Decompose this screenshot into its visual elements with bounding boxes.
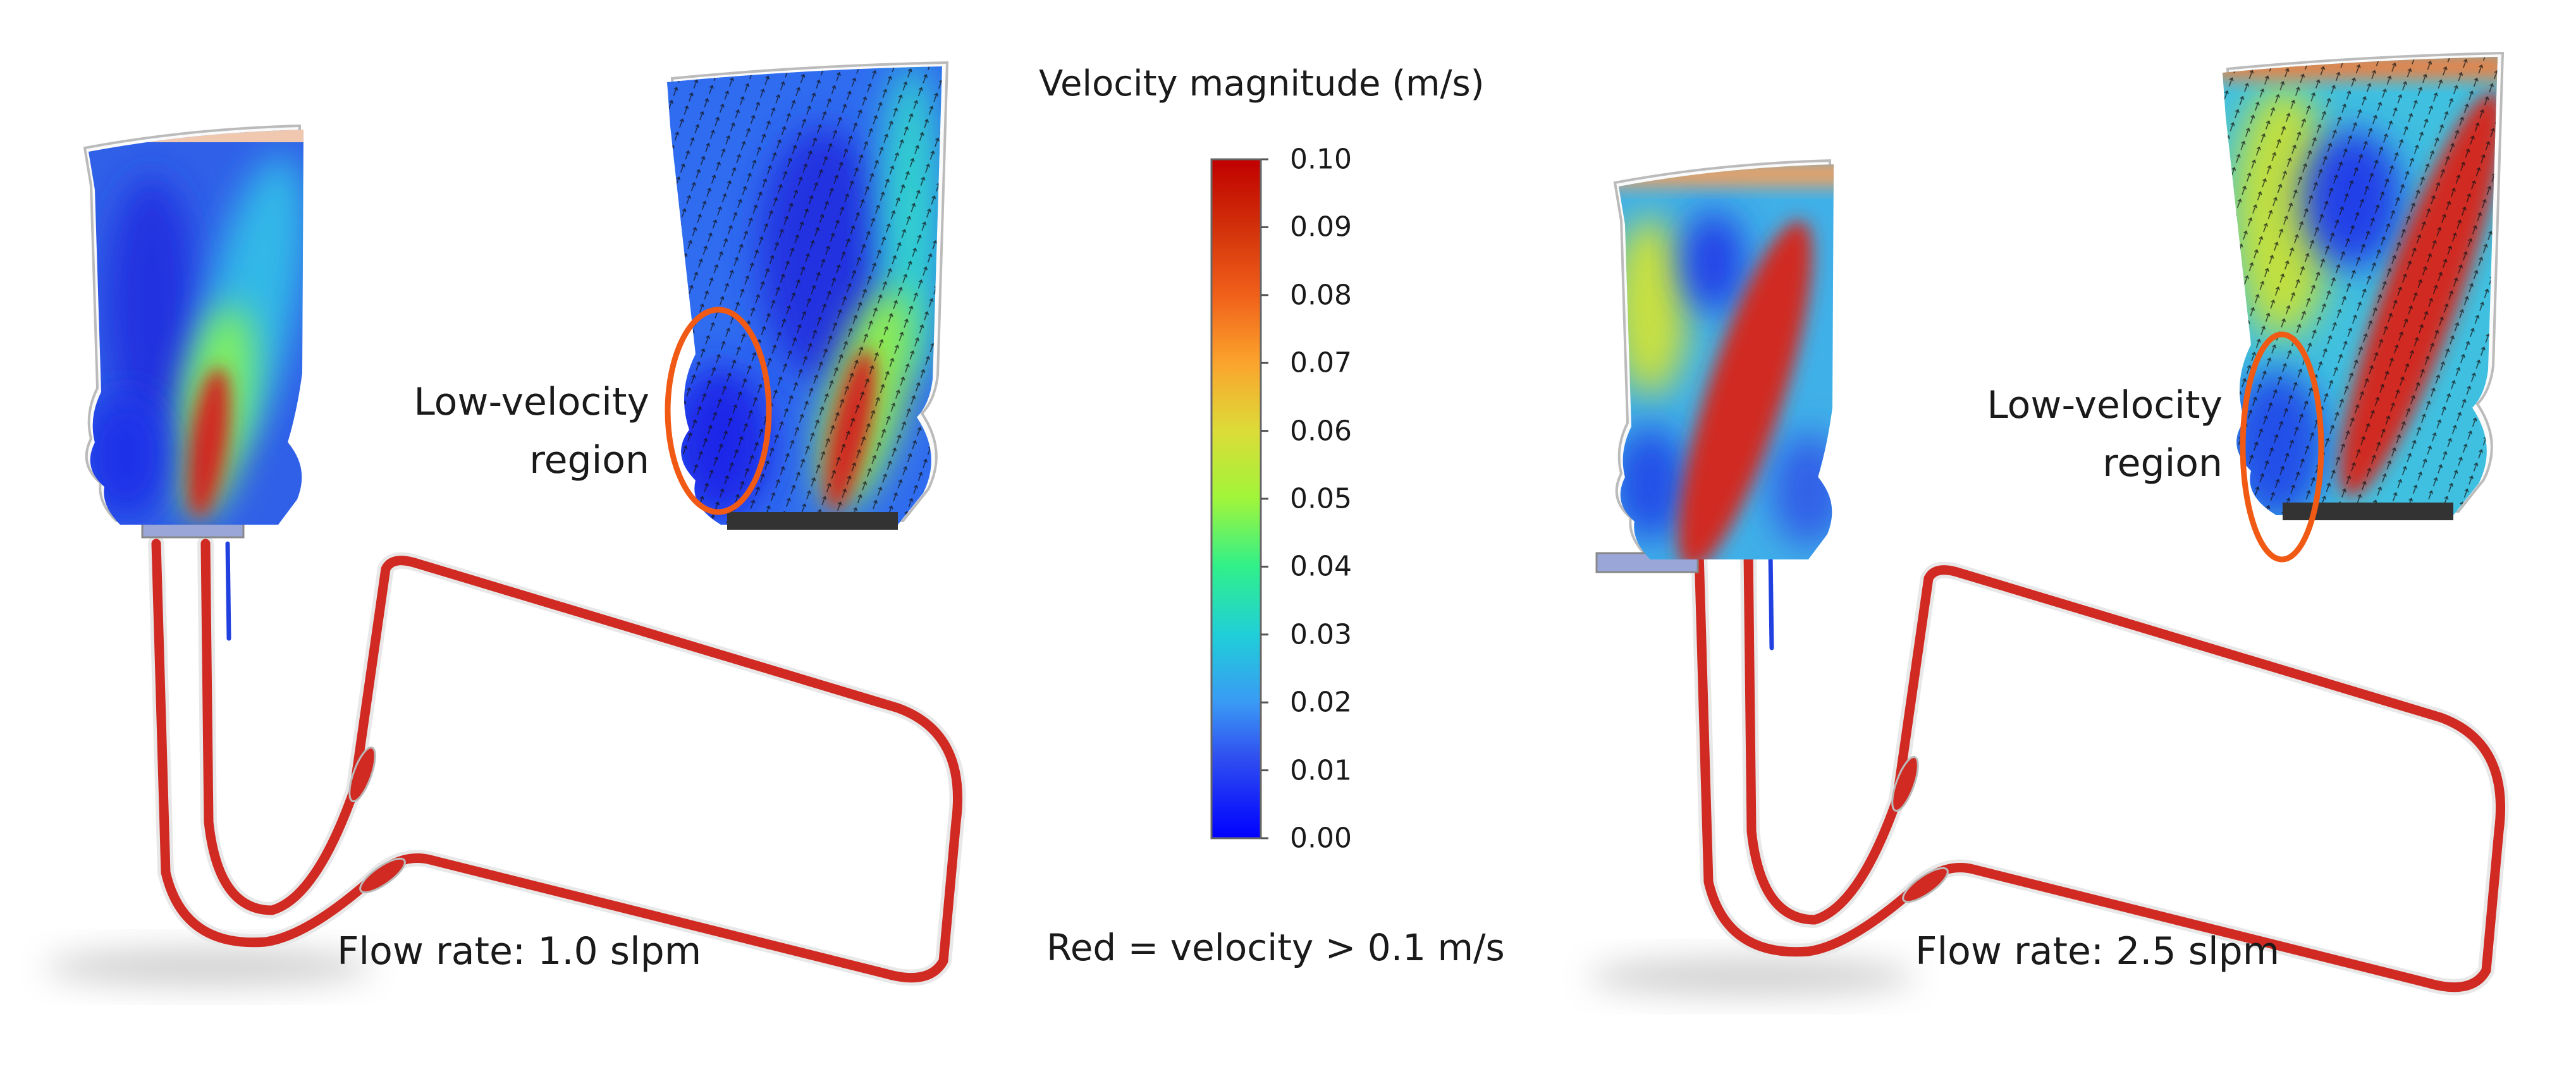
flow-rate-label-2: Flow rate: 2.5 slpm <box>1915 929 2280 973</box>
floor-shadow <box>1587 958 1916 996</box>
colorbar-tick-marks <box>1261 158 1268 839</box>
low-velocity-highlight-ellipse <box>665 307 772 515</box>
colorbar-tick-label: 0.01 <box>1290 754 1352 787</box>
colorbar-gradient <box>1210 158 1262 839</box>
low-velocity-label-1: Low-velocity region <box>414 373 649 489</box>
bag-port <box>2283 503 2453 520</box>
colorbar-tick-label: 0.02 <box>1290 686 1352 719</box>
colorbar-tick-label: 0.06 <box>1290 415 1352 448</box>
colorbar-title: Velocity magnitude (m/s) <box>1039 63 1485 104</box>
colorbar <box>1210 158 1268 839</box>
floor-shadow <box>44 948 373 986</box>
colorbar-tick-label: 0.00 <box>1290 822 1352 855</box>
annotation-line: Low-velocity <box>414 380 649 424</box>
colorbar-tick-label: 0.07 <box>1290 346 1352 379</box>
annotation-line: Low-velocity <box>1987 383 2223 427</box>
low-velocity-label-2: Low-velocity region <box>1987 376 2223 492</box>
bag-vector-view <box>2223 52 2504 520</box>
colorbar-tick-label: 0.09 <box>1290 211 1352 243</box>
colorbar-tick-label: 0.05 <box>1290 482 1352 515</box>
annotation-line: region <box>2102 441 2223 485</box>
panel-2 <box>1587 52 2531 996</box>
flow-rate-label-1: Flow rate: 1.0 slpm <box>337 929 702 973</box>
colorbar-tick-label: 0.08 <box>1290 279 1352 312</box>
bag-vector-view <box>667 61 948 530</box>
bag-contour-view <box>1595 159 1834 573</box>
tubing <box>1699 553 2501 987</box>
bag-port <box>727 512 898 530</box>
panel-1 <box>44 61 958 986</box>
tubing <box>156 544 958 978</box>
colorbar-note: Red = velocity > 0.1 m/s <box>1046 926 1505 969</box>
annotation-line: region <box>529 438 649 482</box>
colorbar-tick-label: 0.10 <box>1290 143 1352 176</box>
colorbar-tick-label: 0.03 <box>1290 618 1352 651</box>
bag-contour-view <box>83 125 304 525</box>
low-velocity-highlight-ellipse <box>2240 331 2324 563</box>
colorbar-tick-label: 0.04 <box>1290 550 1352 583</box>
